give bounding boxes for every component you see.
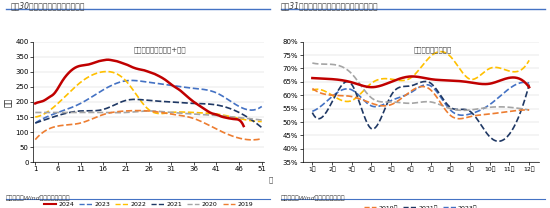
Y-axis label: 万吨: 万吨 bbox=[3, 97, 13, 106]
Text: 周: 周 bbox=[268, 177, 273, 183]
Text: 图表31：近半月全国水泥库容比环比季度回升: 图表31：近半月全国水泥库容比环比季度回升 bbox=[280, 1, 378, 10]
Text: 库容比：水泥：全国: 库容比：水泥：全国 bbox=[414, 46, 452, 53]
Legend: 2019年, 2020年, 2021年, 2022年, 2023年, 2024年: 2019年, 2020年, 2021年, 2022年, 2023年, 2024年 bbox=[361, 203, 480, 208]
Text: 国内沥青库存：社库+厂库: 国内沥青库存：社库+厂库 bbox=[134, 46, 186, 53]
Legend: 2024, 2023, 2022, 2021, 2020, 2019: 2024, 2023, 2022, 2021, 2020, 2019 bbox=[41, 199, 256, 208]
Text: 资料来源：Wind，国盛证券研究所: 资料来源：Wind，国盛证券研究所 bbox=[280, 195, 345, 201]
Text: 图表30：近半月沥青继续快速去库: 图表30：近半月沥青继续快速去库 bbox=[11, 1, 85, 10]
Text: 资料来源：Wind，国盛证券研究所: 资料来源：Wind，国盛证券研究所 bbox=[6, 195, 70, 201]
